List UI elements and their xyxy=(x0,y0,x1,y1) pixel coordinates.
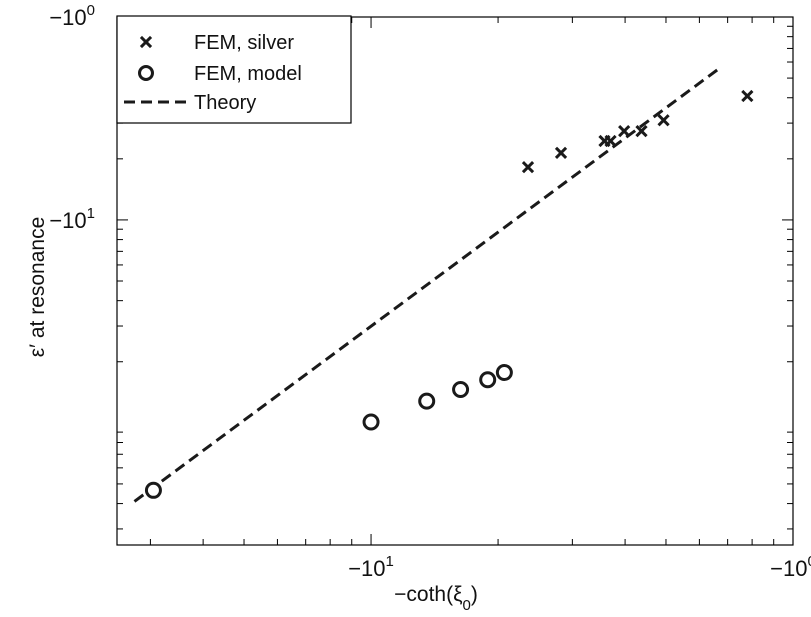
y-tick-label-base: −10 xyxy=(49,5,86,30)
x-axis-label-main: −coth(ξ xyxy=(394,583,462,606)
legend-label-theory: Theory xyxy=(194,92,256,114)
data-point-circle-marker xyxy=(362,413,380,431)
legend-box xyxy=(116,15,352,124)
x-axis-label-subscript: 0 xyxy=(463,597,471,614)
data-point-circle-marker xyxy=(418,392,436,410)
x-axis-label-close: ) xyxy=(471,583,478,606)
legend-x-marker-icon xyxy=(139,35,153,49)
tick-labels: −101−100−100−101 xyxy=(49,2,811,581)
legend-entry-silver: FEM, silver xyxy=(139,32,294,54)
data-point-circle-marker xyxy=(452,380,470,398)
data-point-x-marker xyxy=(604,134,617,148)
x-tick-label-base: −10 xyxy=(348,556,385,581)
y-tick-label: −100 xyxy=(49,2,95,30)
y-tick-label-base: −10 xyxy=(49,208,86,233)
markers-fem-model xyxy=(144,364,513,499)
series-theory xyxy=(133,67,721,503)
y-axis-label: ε′ at resonance xyxy=(26,217,49,358)
data-point-circle-marker xyxy=(144,481,162,499)
x-tick-label-exponent: 1 xyxy=(386,553,394,570)
theory-line xyxy=(133,67,721,503)
data-point-x-marker xyxy=(657,114,670,127)
y-tick-label: −101 xyxy=(49,205,95,233)
legend: FEM, silver FEM, model Theory xyxy=(116,15,352,124)
x-tick-label: −101 xyxy=(348,553,394,581)
data-point-x-marker xyxy=(635,124,648,138)
data-point-circle-marker xyxy=(479,371,497,389)
data-point-x-marker xyxy=(554,146,568,159)
legend-label-silver: FEM, silver xyxy=(194,32,294,54)
legend-entry-theory: Theory xyxy=(124,92,256,114)
y-tick-label-exponent: 1 xyxy=(87,205,95,222)
legend-label-model: FEM, model xyxy=(194,63,302,85)
data-point-circle-marker xyxy=(495,364,513,382)
x-tick-label-exponent: 0 xyxy=(807,553,811,570)
data-point-x-marker xyxy=(618,124,631,138)
legend-entry-model: FEM, model xyxy=(138,63,302,85)
data-point-x-marker xyxy=(741,89,754,103)
x-tick-label-base: −10 xyxy=(770,556,807,581)
data-point-x-marker xyxy=(521,161,535,174)
y-tick-label-exponent: 0 xyxy=(87,2,95,19)
legend-circle-marker-icon xyxy=(138,65,154,81)
major-ticks xyxy=(117,16,794,545)
markers-fem-silver xyxy=(521,89,754,174)
x-axis-label: −coth(ξ0) xyxy=(394,583,478,614)
series-layer xyxy=(133,67,754,503)
x-tick-label: −100 xyxy=(770,553,811,581)
